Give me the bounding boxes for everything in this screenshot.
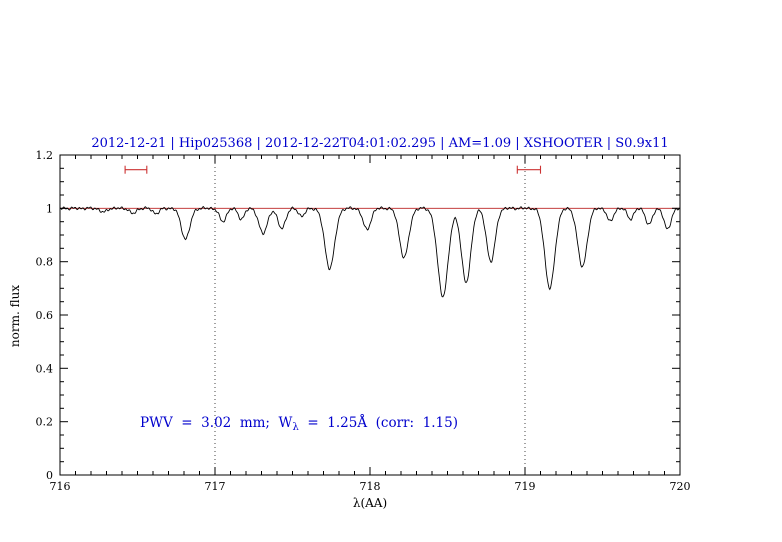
x-tick-label: 719 <box>515 480 536 493</box>
annotation-lambda-subscript: λ <box>292 422 299 433</box>
range-marker <box>516 165 542 174</box>
annotation-text-post: = 1.25Å (corr: 1.15) <box>298 415 458 431</box>
x-tick-label: 717 <box>205 480 226 493</box>
x-tick-label: 720 <box>670 480 691 493</box>
range-marker <box>124 165 148 174</box>
annotation-text-pre: PWV = 3.02 mm; W <box>140 415 293 431</box>
y-tick-label: 0.2 <box>36 416 54 429</box>
y-tick-label: 0.6 <box>36 309 54 322</box>
y-tick-label: 0 <box>46 469 53 482</box>
x-axis-label: λ(AA) <box>352 496 388 510</box>
plot-title: 2012-12-21 | Hip025368 | 2012-12-22T04:0… <box>91 136 669 151</box>
pwv-annotation: PWV = 3.02 mm; Wλ = 1.25Å (corr: 1.15) <box>140 415 458 433</box>
y-tick-label: 1 <box>46 202 53 215</box>
spectrum-line <box>59 206 681 298</box>
x-tick-label: 716 <box>50 480 71 493</box>
y-tick-label: 0.4 <box>36 362 54 375</box>
y-tick-label: 0.8 <box>36 256 54 269</box>
y-tick-label: 1.2 <box>36 149 54 162</box>
y-axis-label: norm. flux <box>8 284 22 348</box>
x-tick-label: 718 <box>360 480 381 493</box>
